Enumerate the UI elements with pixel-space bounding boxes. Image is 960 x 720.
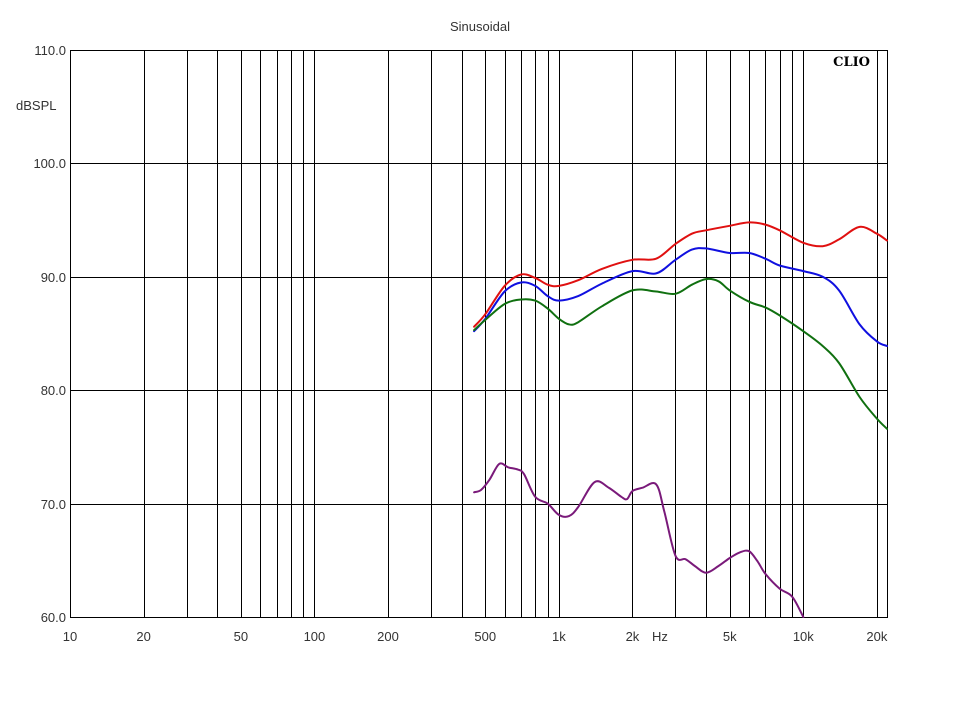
y-tick-label: 70.0 bbox=[41, 497, 66, 512]
x-tick-label: 1k bbox=[552, 629, 566, 644]
x-tick-label: 10k bbox=[793, 629, 814, 644]
x-tick-label: 100 bbox=[304, 629, 326, 644]
series-group bbox=[473, 221, 888, 618]
x-tick-label: 500 bbox=[474, 629, 496, 644]
grid bbox=[70, 50, 887, 618]
y-tick-label: 110.0 bbox=[34, 43, 66, 58]
x-tick-label: 20 bbox=[136, 629, 150, 644]
x-tick-label: 20k bbox=[866, 629, 887, 644]
y-tick-label: 100.0 bbox=[33, 156, 66, 171]
y-axis-label: dBSPL bbox=[16, 98, 56, 113]
series-line-4 bbox=[473, 462, 805, 618]
brand-label: CLIO bbox=[833, 55, 870, 70]
x-tick-label: 50 bbox=[234, 629, 248, 644]
brand-badge-background bbox=[826, 52, 874, 70]
series-line-3 bbox=[473, 277, 888, 430]
y-tick-labels: 110.0 100.0 90.0 80.0 70.0 60.0 bbox=[33, 43, 66, 625]
series-line-1 bbox=[473, 221, 888, 328]
x-axis-unit-label: Hz bbox=[652, 629, 668, 644]
x-tick-label: 5k bbox=[723, 629, 737, 644]
y-tick-label: 80.0 bbox=[41, 383, 66, 398]
y-tick-label: 60.0 bbox=[41, 610, 66, 625]
chart-title: Sinusoidal bbox=[450, 19, 510, 34]
y-tick-label: 90.0 bbox=[41, 270, 66, 285]
x-tick-label: 200 bbox=[377, 629, 399, 644]
x-tick-label: 2k bbox=[626, 629, 640, 644]
plot-frame bbox=[70, 50, 888, 618]
series-line-2 bbox=[473, 247, 888, 347]
x-tick-label: 10 bbox=[63, 629, 77, 644]
x-tick-labels: 10 20 50 100 200 500 1k 2k 5k 10k 20k bbox=[63, 629, 888, 644]
